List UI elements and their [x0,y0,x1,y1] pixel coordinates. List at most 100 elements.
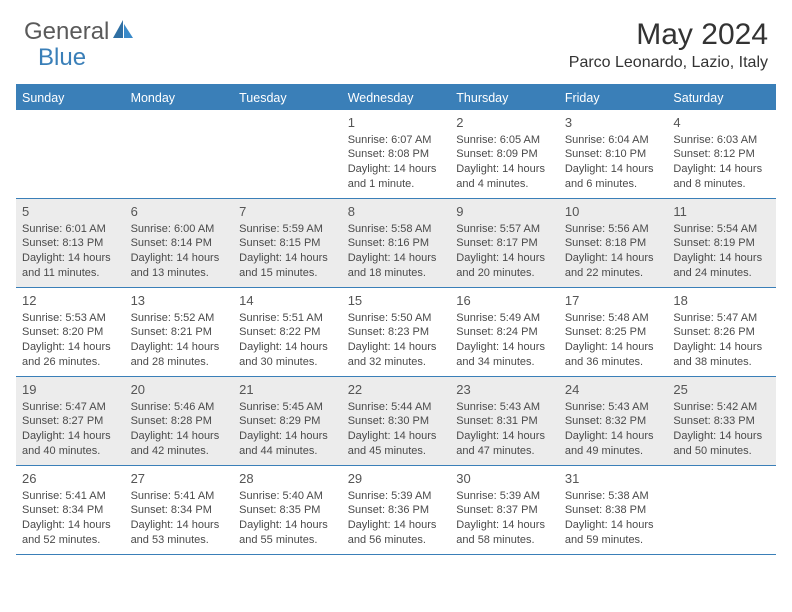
day-cell: 25Sunrise: 5:42 AMSunset: 8:33 PMDayligh… [667,377,776,465]
day-number: 5 [22,203,119,221]
day-number: 22 [348,381,445,399]
day-number: 4 [673,114,770,132]
location-label: Parco Leonardo, Lazio, Italy [569,54,768,72]
day-number: 20 [131,381,228,399]
daylight-text: Daylight: 14 hours and 55 minutes. [239,518,336,548]
sunrise-text: Sunrise: 6:05 AM [456,133,553,148]
day-number: 1 [348,114,445,132]
sunset-text: Sunset: 8:27 PM [22,414,119,429]
daylight-text: Daylight: 14 hours and 49 minutes. [565,429,662,459]
sunrise-text: Sunrise: 5:54 AM [673,222,770,237]
weekday-header: Thursday [450,86,559,110]
day-cell: 16Sunrise: 5:49 AMSunset: 8:24 PMDayligh… [450,288,559,376]
day-number: 15 [348,292,445,310]
sunset-text: Sunset: 8:34 PM [22,503,119,518]
day-number: 6 [131,203,228,221]
sunrise-text: Sunrise: 5:51 AM [239,311,336,326]
day-cell: 14Sunrise: 5:51 AMSunset: 8:22 PMDayligh… [233,288,342,376]
daylight-text: Daylight: 14 hours and 24 minutes. [673,251,770,281]
sunrise-text: Sunrise: 5:46 AM [131,400,228,415]
sunrise-text: Sunrise: 6:00 AM [131,222,228,237]
daylight-text: Daylight: 14 hours and 4 minutes. [456,162,553,192]
sunset-text: Sunset: 8:14 PM [131,236,228,251]
daylight-text: Daylight: 14 hours and 45 minutes. [348,429,445,459]
sunset-text: Sunset: 8:36 PM [348,503,445,518]
title-block: May 2024 Parco Leonardo, Lazio, Italy [569,18,768,72]
daylight-text: Daylight: 14 hours and 50 minutes. [673,429,770,459]
sunrise-text: Sunrise: 5:41 AM [131,489,228,504]
sunset-text: Sunset: 8:38 PM [565,503,662,518]
sunrise-text: Sunrise: 5:49 AM [456,311,553,326]
weekday-header: Monday [125,86,234,110]
sunrise-text: Sunrise: 5:42 AM [673,400,770,415]
day-number: 24 [565,381,662,399]
daylight-text: Daylight: 14 hours and 26 minutes. [22,340,119,370]
day-cell: 21Sunrise: 5:45 AMSunset: 8:29 PMDayligh… [233,377,342,465]
sunrise-text: Sunrise: 5:43 AM [456,400,553,415]
daylight-text: Daylight: 14 hours and 42 minutes. [131,429,228,459]
day-cell [125,110,234,198]
sunrise-text: Sunrise: 5:57 AM [456,222,553,237]
week-row: 12Sunrise: 5:53 AMSunset: 8:20 PMDayligh… [16,288,776,377]
week-row: 1Sunrise: 6:07 AMSunset: 8:08 PMDaylight… [16,110,776,199]
daylight-text: Daylight: 14 hours and 15 minutes. [239,251,336,281]
day-cell: 15Sunrise: 5:50 AMSunset: 8:23 PMDayligh… [342,288,451,376]
day-number: 29 [348,470,445,488]
weekday-header: Saturday [667,86,776,110]
sunrise-text: Sunrise: 5:44 AM [348,400,445,415]
sunset-text: Sunset: 8:08 PM [348,147,445,162]
weekday-header: Sunday [16,86,125,110]
sunset-text: Sunset: 8:21 PM [131,325,228,340]
brand-logo: General [24,18,137,46]
day-number: 26 [22,470,119,488]
day-number: 21 [239,381,336,399]
day-cell: 29Sunrise: 5:39 AMSunset: 8:36 PMDayligh… [342,466,451,554]
sunset-text: Sunset: 8:32 PM [565,414,662,429]
sunrise-text: Sunrise: 5:43 AM [565,400,662,415]
day-number: 16 [456,292,553,310]
day-cell: 4Sunrise: 6:03 AMSunset: 8:12 PMDaylight… [667,110,776,198]
day-cell: 23Sunrise: 5:43 AMSunset: 8:31 PMDayligh… [450,377,559,465]
day-cell: 6Sunrise: 6:00 AMSunset: 8:14 PMDaylight… [125,199,234,287]
sunrise-text: Sunrise: 5:39 AM [348,489,445,504]
week-row: 26Sunrise: 5:41 AMSunset: 8:34 PMDayligh… [16,466,776,555]
sunrise-text: Sunrise: 5:58 AM [348,222,445,237]
week-row: 5Sunrise: 6:01 AMSunset: 8:13 PMDaylight… [16,199,776,288]
sunrise-text: Sunrise: 5:56 AM [565,222,662,237]
day-number: 7 [239,203,336,221]
sunrise-text: Sunrise: 5:59 AM [239,222,336,237]
weekday-header-row: SundayMondayTuesdayWednesdayThursdayFrid… [16,86,776,110]
sunset-text: Sunset: 8:19 PM [673,236,770,251]
day-number: 14 [239,292,336,310]
day-cell: 1Sunrise: 6:07 AMSunset: 8:08 PMDaylight… [342,110,451,198]
daylight-text: Daylight: 14 hours and 8 minutes. [673,162,770,192]
day-cell: 17Sunrise: 5:48 AMSunset: 8:25 PMDayligh… [559,288,668,376]
sunrise-text: Sunrise: 5:48 AM [565,311,662,326]
calendar: SundayMondayTuesdayWednesdayThursdayFrid… [16,84,776,555]
day-cell: 26Sunrise: 5:41 AMSunset: 8:34 PMDayligh… [16,466,125,554]
sunset-text: Sunset: 8:25 PM [565,325,662,340]
day-cell: 12Sunrise: 5:53 AMSunset: 8:20 PMDayligh… [16,288,125,376]
sunset-text: Sunset: 8:24 PM [456,325,553,340]
day-number: 12 [22,292,119,310]
day-number: 19 [22,381,119,399]
sunset-text: Sunset: 8:26 PM [673,325,770,340]
day-cell: 10Sunrise: 5:56 AMSunset: 8:18 PMDayligh… [559,199,668,287]
day-cell: 5Sunrise: 6:01 AMSunset: 8:13 PMDaylight… [16,199,125,287]
weekday-header: Tuesday [233,86,342,110]
day-number: 18 [673,292,770,310]
day-cell: 2Sunrise: 6:05 AMSunset: 8:09 PMDaylight… [450,110,559,198]
day-cell: 8Sunrise: 5:58 AMSunset: 8:16 PMDaylight… [342,199,451,287]
day-number: 31 [565,470,662,488]
day-cell: 9Sunrise: 5:57 AMSunset: 8:17 PMDaylight… [450,199,559,287]
day-cell: 20Sunrise: 5:46 AMSunset: 8:28 PMDayligh… [125,377,234,465]
day-number: 30 [456,470,553,488]
daylight-text: Daylight: 14 hours and 34 minutes. [456,340,553,370]
day-number: 25 [673,381,770,399]
daylight-text: Daylight: 14 hours and 59 minutes. [565,518,662,548]
week-row: 19Sunrise: 5:47 AMSunset: 8:27 PMDayligh… [16,377,776,466]
daylight-text: Daylight: 14 hours and 18 minutes. [348,251,445,281]
day-cell: 13Sunrise: 5:52 AMSunset: 8:21 PMDayligh… [125,288,234,376]
day-cell: 28Sunrise: 5:40 AMSunset: 8:35 PMDayligh… [233,466,342,554]
daylight-text: Daylight: 14 hours and 52 minutes. [22,518,119,548]
